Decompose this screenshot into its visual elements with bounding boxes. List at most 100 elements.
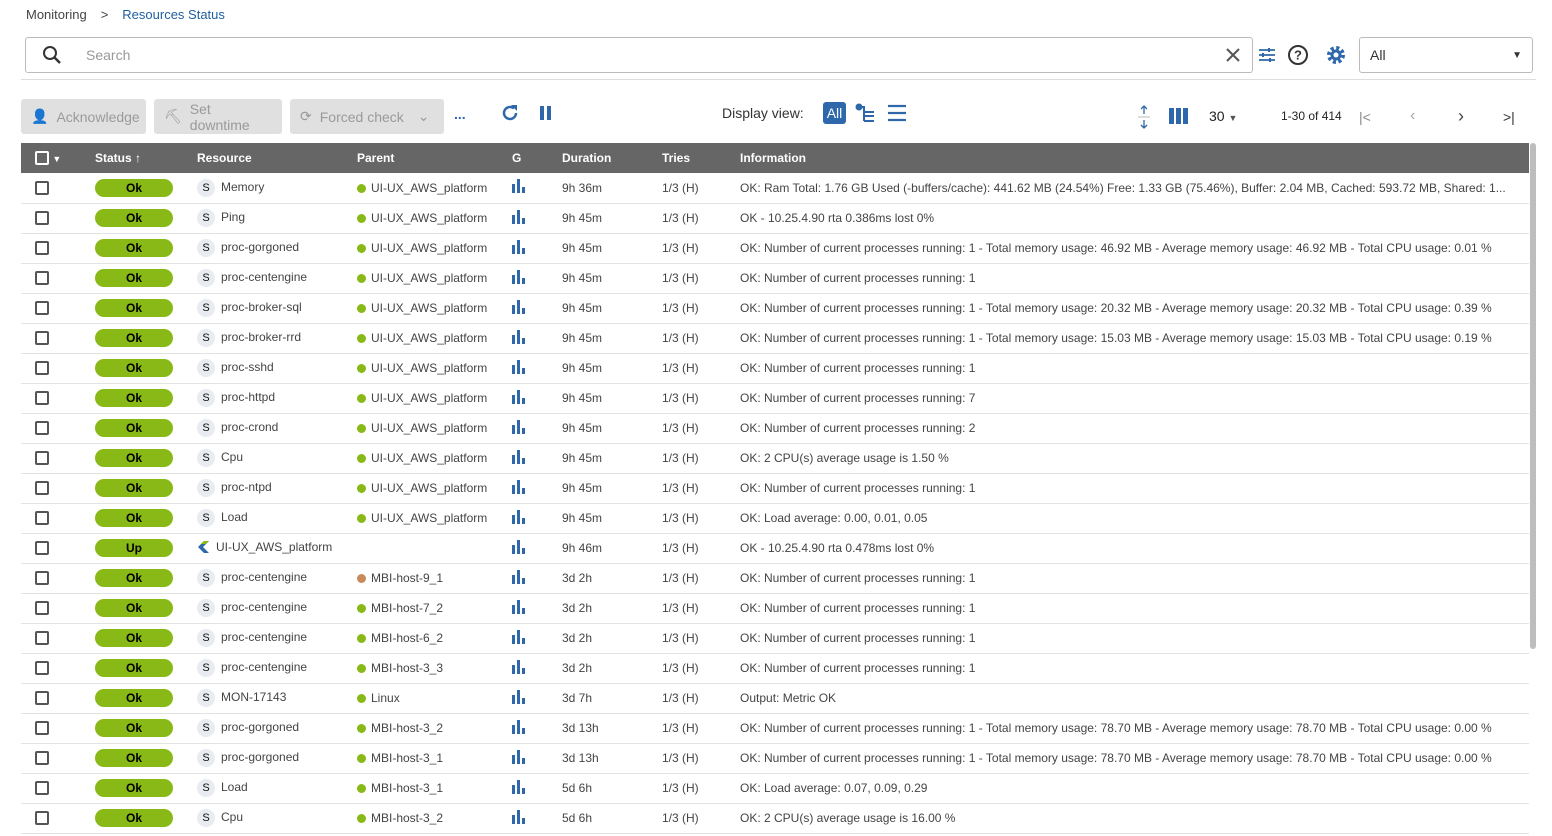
row-checkbox[interactable]	[35, 661, 49, 676]
row-checkbox[interactable]	[35, 721, 49, 736]
graph-icon[interactable]	[512, 449, 526, 467]
column-parent[interactable]: Parent	[345, 143, 500, 173]
graph-icon[interactable]	[512, 749, 526, 767]
parent-name[interactable]: UI-UX_AWS_platform	[371, 241, 488, 255]
row-checkbox[interactable]	[35, 181, 49, 196]
table-scrollbar[interactable]	[1530, 143, 1536, 649]
row-checkbox[interactable]	[35, 301, 49, 316]
row-checkbox[interactable]	[35, 811, 49, 826]
resource-name[interactable]: Load	[221, 510, 248, 524]
display-view-list-icon[interactable]	[887, 104, 907, 122]
graph-icon[interactable]	[512, 809, 526, 827]
column-graph[interactable]: G	[500, 143, 550, 173]
graph-icon[interactable]	[512, 179, 526, 196]
row-checkbox[interactable]	[35, 421, 49, 436]
row-checkbox[interactable]	[35, 361, 49, 376]
gear-icon[interactable]	[1325, 44, 1347, 66]
graph-icon[interactable]	[512, 719, 526, 737]
row-checkbox[interactable]	[35, 571, 49, 586]
parent-name[interactable]: UI-UX_AWS_platform	[371, 481, 488, 495]
graph-icon[interactable]	[512, 359, 526, 377]
resource-name[interactable]: proc-crond	[221, 420, 279, 434]
row-checkbox[interactable]	[35, 691, 49, 706]
parent-name[interactable]: MBI-host-3_2	[371, 811, 444, 825]
resource-name[interactable]: proc-broker-sql	[221, 300, 302, 314]
row-checkbox[interactable]	[35, 781, 49, 796]
table-row[interactable]: Ok S Ping UI-UX_AWS_platform 9h 45m 1/3 (…	[21, 203, 1529, 234]
graph-icon[interactable]	[512, 209, 526, 227]
pause-icon[interactable]	[539, 105, 553, 121]
resource-name[interactable]: Cpu	[221, 810, 244, 824]
resource-name[interactable]: proc-centengine	[221, 660, 308, 674]
row-density-icon[interactable]	[1137, 105, 1151, 129]
table-row[interactable]: Up UI-UX_AWS_platform 9h 46m 1/3 (H) OK …	[21, 533, 1529, 564]
row-checkbox[interactable]	[35, 751, 49, 766]
resource-name[interactable]: proc-gorgoned	[221, 750, 300, 764]
resource-name[interactable]: Cpu	[221, 450, 244, 464]
chevron-down-icon[interactable]: ⌄	[417, 108, 430, 124]
graph-icon[interactable]	[512, 629, 526, 647]
graph-icon[interactable]	[512, 689, 526, 707]
row-checkbox[interactable]	[35, 541, 49, 556]
graph-icon[interactable]	[512, 419, 526, 437]
resource-name[interactable]: MON-17143	[221, 690, 287, 704]
graph-icon[interactable]	[512, 779, 526, 797]
parent-name[interactable]: UI-UX_AWS_platform	[371, 361, 488, 375]
breadcrumb-monitoring[interactable]: Monitoring	[26, 7, 87, 22]
graph-icon[interactable]	[512, 389, 526, 407]
column-duration[interactable]: Duration	[550, 143, 650, 173]
display-view-all-button[interactable]: All	[823, 102, 846, 124]
row-checkbox[interactable]	[35, 391, 49, 406]
table-row[interactable]: Ok S Cpu MBI-host-3_2 5d 6h 1/3 (H) OK: 2…	[21, 803, 1529, 834]
parent-name[interactable]: UI-UX_AWS_platform	[371, 391, 488, 405]
more-actions-button[interactable]: ...	[454, 106, 466, 122]
row-checkbox[interactable]	[35, 511, 49, 526]
parent-name[interactable]: UI-UX_AWS_platform	[371, 301, 488, 315]
parent-name[interactable]: UI-UX_AWS_platform	[371, 451, 488, 465]
resource-name[interactable]: proc-sshd	[221, 360, 274, 374]
filter-select[interactable]: All ▼	[1359, 37, 1533, 73]
breadcrumb-resources-status[interactable]: Resources Status	[122, 7, 225, 22]
column-information[interactable]: Information	[728, 143, 1529, 173]
resource-name[interactable]: proc-ntpd	[221, 480, 272, 494]
table-row[interactable]: Ok S Load MBI-host-3_1 5d 6h 1/3 (H) OK: …	[21, 773, 1529, 804]
graph-icon[interactable]	[512, 659, 526, 677]
graph-icon[interactable]	[512, 329, 526, 347]
graph-icon[interactable]	[512, 539, 526, 557]
column-status[interactable]: Status ↑	[85, 143, 185, 173]
table-row[interactable]: Ok S Load UI-UX_AWS_platform 9h 45m 1/3 (…	[21, 503, 1529, 534]
resource-name[interactable]: proc-gorgoned	[221, 720, 300, 734]
first-page-icon[interactable]: |<	[1359, 109, 1371, 125]
graph-icon[interactable]	[512, 569, 526, 587]
set-downtime-button[interactable]: ⛏ Set downtime	[154, 99, 282, 134]
resource-name[interactable]: Memory	[221, 179, 265, 194]
parent-name[interactable]: MBI-host-9_1	[371, 571, 444, 585]
display-view-tree-icon[interactable]	[855, 103, 877, 123]
parent-name[interactable]: MBI-host-3_2	[371, 721, 444, 735]
parent-name[interactable]: UI-UX_AWS_platform	[371, 421, 488, 435]
resource-name[interactable]: Load	[221, 780, 248, 794]
parent-name[interactable]: MBI-host-6_2	[371, 631, 444, 645]
resource-name[interactable]: proc-gorgoned	[221, 240, 300, 254]
parent-name[interactable]: MBI-host-3_1	[371, 751, 444, 765]
parent-name[interactable]: UI-UX_AWS_platform	[371, 331, 488, 345]
columns-icon[interactable]	[1169, 108, 1189, 124]
table-row[interactable]: Ok S Memory UI-UX_AWS_platform 9h 36m 1/3…	[21, 173, 1529, 204]
select-all-header[interactable]: ▼	[21, 143, 85, 173]
row-checkbox[interactable]	[35, 211, 49, 226]
resource-name[interactable]: proc-centengine	[221, 630, 308, 644]
help-icon[interactable]: ?	[1287, 44, 1309, 66]
resource-name[interactable]: proc-centengine	[221, 570, 308, 584]
graph-icon[interactable]	[512, 479, 526, 497]
row-checkbox[interactable]	[35, 331, 49, 346]
next-page-icon[interactable]: ›	[1458, 106, 1464, 126]
resource-name[interactable]: Ping	[221, 210, 246, 224]
